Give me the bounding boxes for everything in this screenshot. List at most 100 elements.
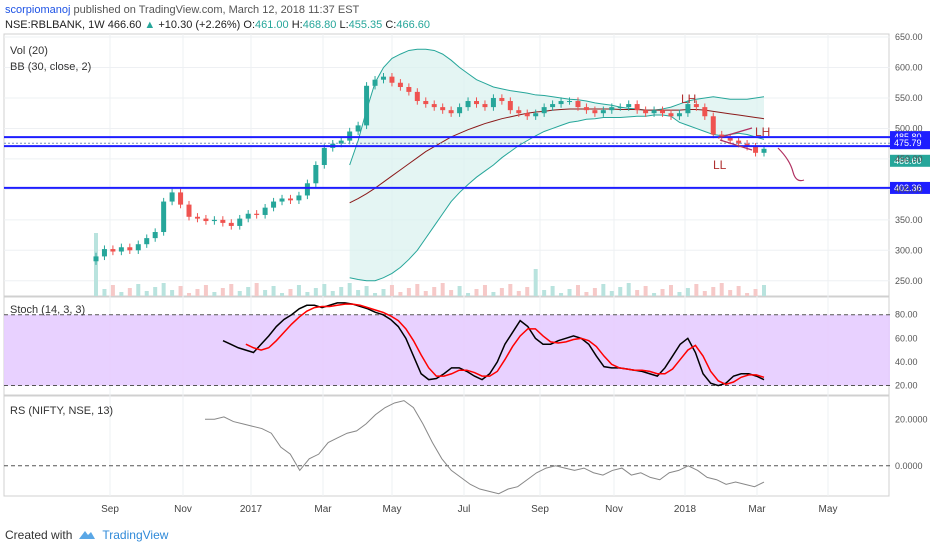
candle-body (313, 165, 319, 184)
candle-body (245, 213, 251, 219)
tradingview-brand[interactable]: TradingView (102, 528, 169, 542)
stoch-legend: Stoch (14, 3, 3) (10, 304, 85, 316)
candle-body (482, 104, 488, 108)
candle-body (406, 87, 412, 92)
price-tick-label: 450.00 (895, 154, 923, 164)
candle-body (338, 140, 344, 144)
candle-body (617, 107, 623, 109)
x-tick-label: Mar (314, 504, 332, 515)
volume-bar (254, 283, 259, 296)
volume-bar (567, 289, 572, 296)
candle-body (211, 219, 217, 222)
candle-body (583, 107, 589, 111)
volume-bar (736, 286, 741, 296)
volume-bar (719, 283, 724, 296)
volume-bar (339, 287, 344, 296)
candle-body (178, 192, 184, 205)
volume-bar (187, 293, 192, 296)
candle-body (702, 107, 708, 117)
candle-body (761, 148, 767, 153)
candle-body (203, 218, 209, 222)
stoch-tick-label: 20.00 (895, 381, 918, 391)
volume-bar (322, 284, 327, 296)
candle-body (118, 247, 124, 252)
candle-body (423, 101, 429, 105)
candle-body (271, 201, 277, 208)
bollinger-bands (349, 48, 765, 282)
volume-bar (398, 292, 403, 296)
x-tick-label: May (383, 504, 402, 515)
volume-bar (533, 269, 538, 296)
candle-body (287, 198, 293, 201)
volume-bar (423, 291, 428, 296)
main-pane-frame (3, 33, 890, 297)
volume-bar (466, 293, 471, 296)
rs-indicator: 20.0000 0.0000 (4, 400, 928, 495)
volume-bar (542, 290, 547, 296)
volume-bar (592, 288, 597, 296)
price-tick-label: 350.00 (895, 215, 923, 225)
volume-bars (94, 233, 766, 296)
volume-bar (110, 285, 115, 296)
author-link[interactable]: scorpiomanoj (5, 4, 71, 16)
candle-body (567, 101, 573, 103)
volume-bar (161, 283, 166, 296)
candle-body (651, 110, 657, 114)
up-arrow-icon: ▲ (144, 19, 156, 31)
volume-bar (762, 285, 766, 296)
volume-bar (313, 288, 318, 296)
x-tick-label: Nov (605, 504, 623, 515)
volume-bar (170, 290, 175, 296)
candle-body (457, 107, 463, 114)
price-tick-label: 250.00 (895, 276, 923, 286)
volume-bar (457, 286, 462, 296)
candle-body (524, 113, 530, 117)
candle-body (262, 207, 268, 215)
stoch-tick-label: 40.00 (895, 357, 918, 367)
candle-body (372, 79, 378, 86)
last-price: 466.60 (107, 19, 142, 31)
candle-body (152, 232, 158, 239)
volume-bar (347, 283, 352, 296)
candle-body (380, 76, 386, 80)
candle-body (490, 97, 496, 108)
candle-body (533, 113, 539, 117)
volume-bar (474, 289, 479, 296)
candle-body (194, 216, 200, 219)
volume-bar (389, 285, 394, 296)
volume-bar (753, 289, 758, 296)
high-value: 468.80 (302, 19, 337, 31)
candle-body (389, 76, 395, 83)
candle-body (727, 137, 733, 141)
candle-body (600, 110, 606, 114)
volume-bar (144, 291, 149, 296)
volume-bar (643, 286, 648, 296)
bb-upper-line (349, 48, 765, 166)
candle-body (254, 213, 260, 215)
volume-bar (745, 293, 750, 296)
volume-bar (449, 290, 454, 296)
volume-bar (203, 285, 208, 296)
volume-bar (102, 289, 107, 296)
volume-bar (195, 289, 200, 296)
volume-bar (373, 293, 378, 296)
volume-bar (702, 291, 707, 296)
candle-body (101, 249, 107, 257)
candle-body (93, 256, 99, 262)
volume-bar (356, 290, 361, 296)
candle-body (186, 204, 192, 217)
candle-body (355, 125, 361, 132)
volume-bar (237, 291, 242, 296)
candle-body (676, 113, 682, 117)
rs-pane-frame (3, 395, 890, 497)
volume-bar (685, 288, 690, 296)
candle-body (507, 101, 513, 111)
volume-bar (660, 289, 665, 296)
publish-line: scorpiomanoj published on TradingView.co… (5, 4, 359, 16)
volume-bar (491, 292, 496, 296)
candle-body (161, 201, 167, 233)
price-label-bg (890, 154, 930, 167)
candle-body (558, 101, 564, 105)
